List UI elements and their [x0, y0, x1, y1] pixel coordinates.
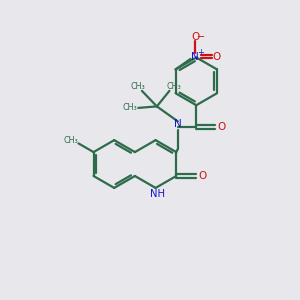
Text: CH₃: CH₃	[167, 82, 182, 91]
Text: N: N	[191, 52, 199, 62]
Text: O: O	[212, 52, 220, 62]
Text: +: +	[197, 48, 204, 57]
Text: −: −	[196, 32, 205, 42]
Text: CH₃: CH₃	[131, 82, 146, 91]
Text: O: O	[217, 122, 226, 132]
Text: CH₃: CH₃	[64, 136, 79, 145]
Text: N: N	[174, 119, 181, 129]
Text: O: O	[191, 32, 200, 42]
Text: NH: NH	[150, 190, 165, 200]
Text: CH₃: CH₃	[122, 103, 137, 112]
Text: O: O	[198, 171, 206, 181]
